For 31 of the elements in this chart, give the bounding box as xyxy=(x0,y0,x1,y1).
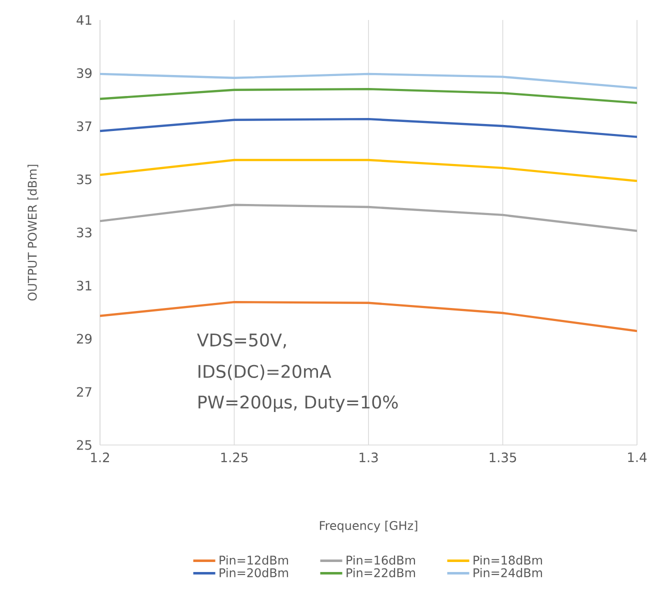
legend-label: Pin=16dBm xyxy=(346,555,415,565)
legend-label: Pin=22dBm xyxy=(346,568,415,578)
line-series xyxy=(100,204,638,232)
line-series xyxy=(100,118,638,138)
y-tick-label: 41 xyxy=(76,15,92,25)
annotation: IDS(DC)=20mA xyxy=(198,364,332,380)
annotation: VDS=50V, xyxy=(197,333,286,348)
x-tick-label: 1.4 xyxy=(628,452,647,462)
y-tick-label: 27 xyxy=(76,387,92,397)
y-tick-label: 31 xyxy=(76,280,92,291)
legend-label: Pin=18dBm xyxy=(474,555,542,565)
y-tick-label: 35 xyxy=(76,174,92,184)
y-tick-label: 39 xyxy=(76,68,92,78)
line-series xyxy=(100,72,638,90)
y-axis-title: OUTPUT POWER [dBm] xyxy=(28,164,38,301)
x-tick-label: 1.35 xyxy=(490,452,516,462)
line-series xyxy=(100,88,638,104)
x-tick-label: 1.25 xyxy=(221,452,248,462)
x-tick-label: 1.3 xyxy=(360,452,378,462)
x-tick-label: 1.2 xyxy=(91,452,109,462)
y-tick-label: 25 xyxy=(76,440,92,450)
annotation: PW=200μs, Duty=10% xyxy=(198,395,398,412)
x-axis-title: Frequency [GHz] xyxy=(320,520,418,532)
legend-label: Pin=24dBm xyxy=(474,568,542,578)
y-tick-label: 37 xyxy=(76,121,92,132)
y-tick-label: 29 xyxy=(76,334,92,344)
line-series xyxy=(100,300,638,332)
legend-label: Pin=12dBm xyxy=(220,555,288,565)
y-tick-label: 33 xyxy=(76,228,92,238)
legend-label: Pin=20dBm xyxy=(220,568,288,578)
line-series xyxy=(100,158,638,182)
